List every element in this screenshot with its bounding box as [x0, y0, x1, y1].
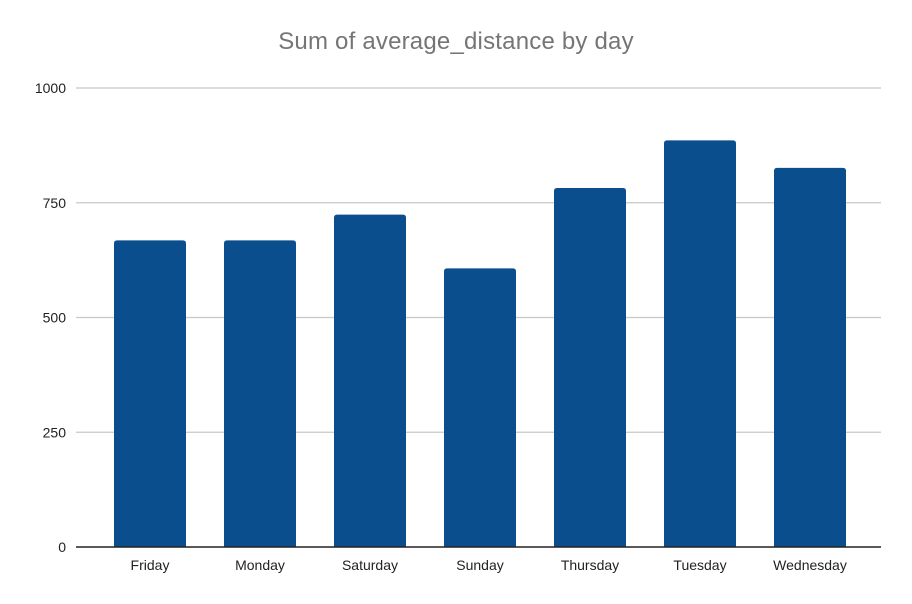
x-tick-label: Thursday [561, 557, 619, 573]
bar-wednesday [774, 167, 846, 547]
x-tick-label: Saturday [342, 557, 398, 573]
x-tick-label: Friday [131, 557, 170, 573]
bar-saturday [334, 214, 406, 547]
y-tick-label: 750 [43, 195, 67, 211]
y-tick-label: 1000 [35, 80, 66, 96]
y-tick-label: 500 [43, 310, 67, 326]
x-tick-label: Sunday [456, 557, 503, 573]
x-tick-label: Tuesday [673, 557, 726, 573]
tick-labels: 0 250 500 750 1000 Friday Monday Saturday Sunday… [35, 80, 847, 573]
bar-thursday [554, 188, 626, 547]
chart-title: Sum of average_distance by day [278, 28, 634, 55]
bar-monday [224, 240, 296, 547]
y-tick-label: 0 [58, 539, 66, 555]
bars [114, 140, 846, 548]
bar-friday [114, 240, 186, 547]
x-tick-label: Wednesday [773, 557, 847, 573]
bar-sunday [444, 268, 516, 547]
x-tick-label: Monday [235, 557, 285, 573]
y-tick-label: 250 [43, 424, 67, 440]
bar-tuesday [664, 140, 736, 548]
